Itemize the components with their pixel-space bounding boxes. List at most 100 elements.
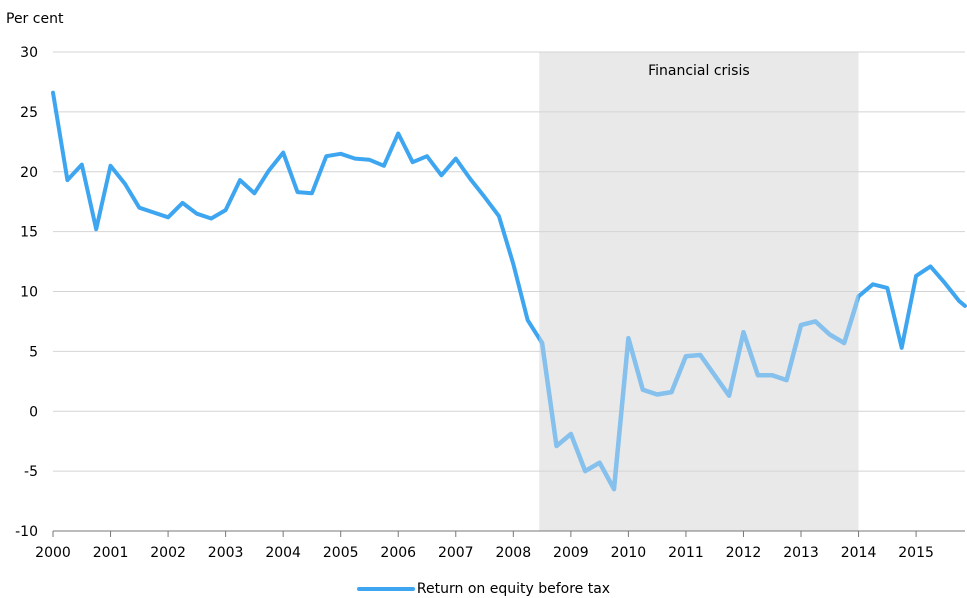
y-tick-label: 15	[20, 225, 38, 241]
y-tick-label: 10	[20, 285, 38, 301]
y-tick-label: 5	[29, 344, 38, 360]
data-point	[225, 209, 226, 210]
data-point	[96, 229, 97, 230]
data-point	[441, 175, 442, 176]
data-point	[239, 180, 240, 181]
data-point	[570, 433, 571, 434]
x-tick-label: 2000	[35, 545, 71, 561]
data-point	[800, 324, 801, 325]
data-point	[671, 391, 672, 392]
data-point	[743, 332, 744, 333]
data-point	[484, 196, 485, 197]
data-point	[326, 156, 327, 157]
data-point	[772, 375, 773, 376]
data-point	[858, 296, 859, 297]
data-point	[311, 193, 312, 194]
data-point	[786, 380, 787, 381]
data-point	[728, 395, 729, 396]
data-point	[714, 375, 715, 376]
data-point	[527, 320, 528, 321]
data-point	[455, 158, 456, 159]
data-point	[685, 356, 686, 357]
data-point	[829, 334, 830, 335]
data-point	[700, 354, 701, 355]
data-point	[844, 342, 845, 343]
legend-swatch	[356, 587, 415, 591]
x-axis: 2000 2001 2002 2003 2004 2005 2006 2007 2008 2009…	[35, 530, 965, 561]
data-point	[628, 338, 629, 339]
data-point	[369, 159, 370, 160]
data-point	[642, 389, 643, 390]
data-point	[340, 153, 341, 154]
data-point	[167, 217, 168, 218]
x-tick-label: 2002	[150, 545, 186, 561]
data-point	[944, 283, 945, 284]
x-tick-label: 2006	[380, 545, 416, 561]
grid-layer	[53, 51, 965, 472]
data-point	[182, 202, 183, 203]
data-point	[964, 305, 965, 306]
data-point	[254, 193, 255, 194]
data-point	[901, 347, 902, 348]
x-tick-label: 2007	[438, 545, 474, 561]
y-tick-label: 20	[20, 165, 38, 181]
data-point	[124, 183, 125, 184]
data-point	[426, 156, 427, 157]
data-point	[513, 263, 514, 264]
y-axis-unit-label: Per cent	[6, 11, 64, 27]
x-tick-label: 2014	[841, 545, 877, 561]
data-point	[599, 462, 600, 463]
data-point	[398, 133, 399, 134]
data-point	[412, 162, 413, 163]
data-point	[67, 180, 68, 181]
data-point	[139, 207, 140, 208]
x-tick-label: 2003	[208, 545, 244, 561]
data-point	[657, 394, 658, 395]
data-point	[211, 218, 212, 219]
data-point	[268, 170, 269, 171]
data-point	[52, 92, 53, 93]
y-tick-label: 0	[29, 404, 38, 420]
series-line-crisis-segment	[539, 293, 859, 492]
data-point	[959, 300, 960, 301]
x-tick-label: 2008	[495, 545, 531, 561]
y-axis: -10 -5 0 5 10 15 20 25 30	[15, 45, 38, 540]
line-chart: Financial crisis 2000 2001 2002 2003 2004 200…	[15, 45, 967, 561]
x-tick-label: 2010	[611, 545, 647, 561]
data-point	[556, 445, 557, 446]
data-point	[81, 164, 82, 165]
data-point	[541, 342, 542, 343]
x-tick-label: 2013	[783, 545, 819, 561]
y-tick-label: 25	[20, 105, 38, 121]
legend-label: Return on equity before tax	[416, 581, 611, 597]
data-point	[383, 165, 384, 166]
y-tick-label: -5	[24, 464, 38, 480]
x-tick-label: 2004	[265, 545, 301, 561]
x-tick-label: 2009	[553, 545, 589, 561]
x-tick-label: 2001	[93, 545, 129, 561]
data-point	[585, 471, 586, 472]
data-point	[354, 158, 355, 159]
y-tick-label: 30	[20, 45, 38, 61]
data-point	[757, 375, 758, 376]
x-tick-label: 2011	[668, 545, 704, 561]
data-point	[283, 152, 284, 153]
data-point	[153, 212, 154, 213]
x-tick-label: 2015	[898, 545, 934, 561]
x-tick-label: 2005	[323, 545, 359, 561]
data-point	[470, 178, 471, 179]
data-point	[613, 488, 614, 489]
legend: Return on equity before tax	[0, 580, 967, 598]
data-point	[498, 215, 499, 216]
data-point	[930, 266, 931, 267]
data-point	[297, 192, 298, 193]
data-point	[196, 213, 197, 214]
data-point	[887, 287, 888, 288]
data-point	[110, 165, 111, 166]
shaded-region-label: Financial crisis	[648, 63, 750, 79]
y-tick-label: -10	[15, 524, 38, 540]
data-point	[872, 284, 873, 285]
x-tick-label: 2012	[726, 545, 762, 561]
series-layer	[51, 90, 967, 492]
data-point	[915, 275, 916, 276]
